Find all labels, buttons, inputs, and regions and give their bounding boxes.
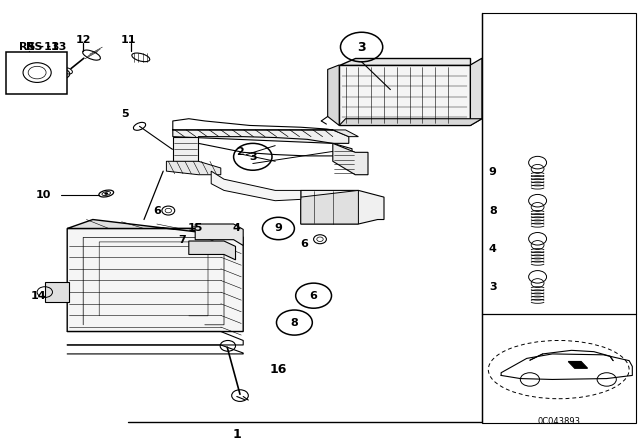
Circle shape <box>450 97 455 100</box>
Circle shape <box>426 70 431 73</box>
Text: 2: 2 <box>236 147 244 157</box>
Circle shape <box>353 70 358 73</box>
Circle shape <box>401 70 406 73</box>
Text: 6: 6 <box>153 206 161 215</box>
Polygon shape <box>333 130 358 137</box>
Text: 4: 4 <box>489 244 497 254</box>
Circle shape <box>450 110 455 114</box>
Text: 10: 10 <box>35 190 51 200</box>
Polygon shape <box>189 241 236 260</box>
Polygon shape <box>568 362 588 368</box>
Circle shape <box>104 192 108 195</box>
Text: 8: 8 <box>291 318 298 327</box>
Circle shape <box>377 83 382 87</box>
Text: 15: 15 <box>188 224 203 233</box>
Text: 6: 6 <box>310 291 317 301</box>
Text: 3: 3 <box>489 282 497 292</box>
Circle shape <box>377 97 382 100</box>
Text: RS -13: RS -13 <box>26 42 66 52</box>
Text: 11: 11 <box>120 35 136 45</box>
Polygon shape <box>470 58 482 125</box>
Circle shape <box>353 83 358 87</box>
Polygon shape <box>301 190 384 224</box>
Circle shape <box>61 72 66 76</box>
Polygon shape <box>339 58 470 65</box>
Text: 12: 12 <box>76 35 91 45</box>
Polygon shape <box>67 220 243 237</box>
Text: 3: 3 <box>357 40 366 54</box>
Polygon shape <box>173 137 198 170</box>
Polygon shape <box>211 171 301 201</box>
FancyBboxPatch shape <box>482 13 636 423</box>
Circle shape <box>377 110 382 114</box>
Polygon shape <box>173 130 349 143</box>
Circle shape <box>426 110 431 114</box>
Polygon shape <box>339 65 470 125</box>
Polygon shape <box>301 190 358 224</box>
Polygon shape <box>166 161 221 175</box>
Polygon shape <box>333 143 368 175</box>
Text: 16: 16 <box>269 363 287 376</box>
Circle shape <box>353 110 358 114</box>
Polygon shape <box>339 119 482 125</box>
Circle shape <box>450 83 455 87</box>
Circle shape <box>401 110 406 114</box>
Circle shape <box>426 83 431 87</box>
Circle shape <box>426 97 431 100</box>
Text: 9: 9 <box>489 168 497 177</box>
Circle shape <box>377 70 382 73</box>
Text: RS -13: RS -13 <box>19 42 60 52</box>
Polygon shape <box>45 282 69 302</box>
Text: 3: 3 <box>249 152 257 162</box>
Circle shape <box>450 70 455 73</box>
Text: 0C043893: 0C043893 <box>537 417 580 426</box>
Text: 5: 5 <box>121 109 129 119</box>
Text: 1: 1 <box>232 428 241 441</box>
FancyBboxPatch shape <box>6 52 67 94</box>
Text: 4: 4 <box>233 224 241 233</box>
Text: 14: 14 <box>31 291 46 301</box>
Circle shape <box>401 83 406 87</box>
Text: 6: 6 <box>300 239 308 249</box>
Text: 7: 7 <box>179 235 186 245</box>
Polygon shape <box>67 228 243 332</box>
Polygon shape <box>328 65 339 125</box>
Circle shape <box>401 97 406 100</box>
Text: 8: 8 <box>489 206 497 215</box>
Text: 9: 9 <box>275 224 282 233</box>
Polygon shape <box>195 224 243 246</box>
Circle shape <box>353 97 358 100</box>
